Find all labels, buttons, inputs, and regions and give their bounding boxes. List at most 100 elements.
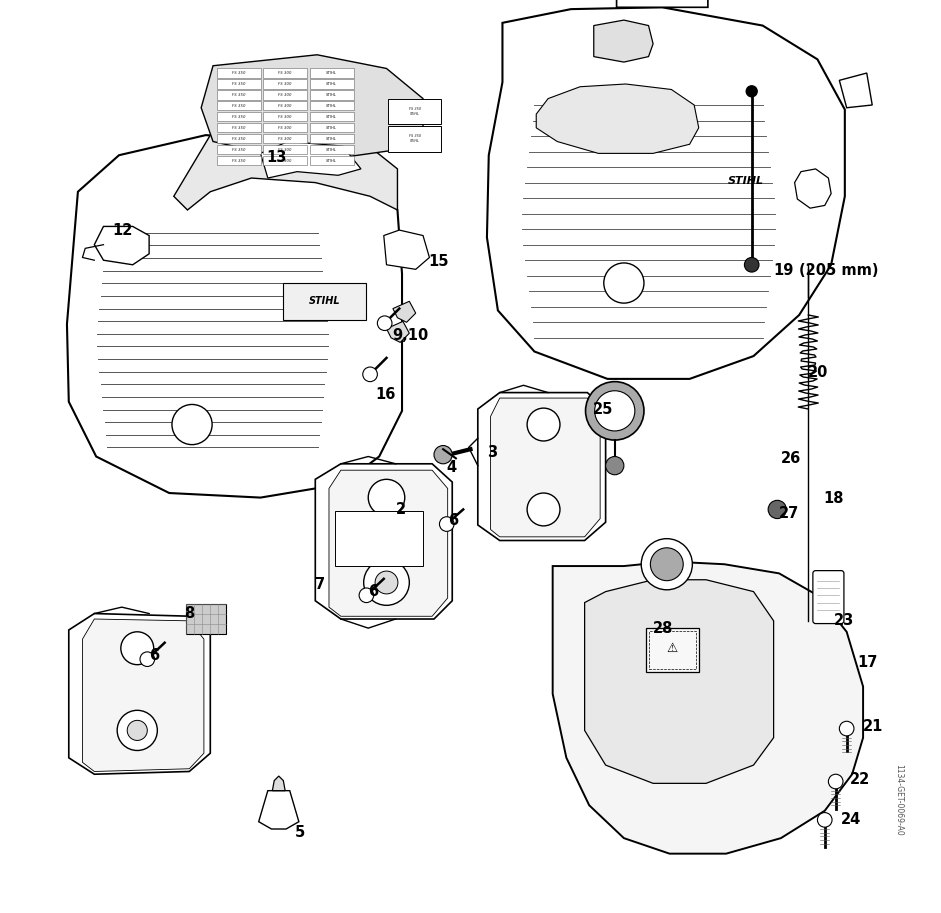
Text: FS 300: FS 300 <box>279 159 292 163</box>
Circle shape <box>118 710 157 750</box>
Circle shape <box>650 548 683 581</box>
Text: 19: 19 <box>774 263 794 278</box>
FancyBboxPatch shape <box>310 156 354 165</box>
Polygon shape <box>94 226 149 265</box>
Polygon shape <box>201 55 423 163</box>
FancyBboxPatch shape <box>263 112 307 121</box>
Text: 3: 3 <box>486 446 497 460</box>
Circle shape <box>609 460 620 471</box>
FancyBboxPatch shape <box>310 134 354 143</box>
Text: FS 350: FS 350 <box>231 104 246 108</box>
Polygon shape <box>387 321 409 342</box>
Text: 6: 6 <box>149 648 159 663</box>
Text: 16: 16 <box>375 387 396 402</box>
Text: 28: 28 <box>653 621 674 635</box>
Text: STIHL: STIHL <box>327 126 337 130</box>
Polygon shape <box>96 205 297 447</box>
Polygon shape <box>335 511 423 566</box>
FancyBboxPatch shape <box>389 126 441 152</box>
Text: 20: 20 <box>808 365 829 380</box>
Text: FS 350: FS 350 <box>231 82 246 86</box>
Polygon shape <box>384 230 429 269</box>
FancyBboxPatch shape <box>310 112 354 121</box>
Polygon shape <box>393 301 416 322</box>
Polygon shape <box>839 73 872 108</box>
Polygon shape <box>584 580 774 783</box>
FancyBboxPatch shape <box>263 90 307 100</box>
FancyBboxPatch shape <box>263 101 307 110</box>
Text: FS 350: FS 350 <box>231 115 246 119</box>
Polygon shape <box>594 20 653 62</box>
Polygon shape <box>83 619 204 771</box>
Text: 6: 6 <box>368 584 378 599</box>
Text: FS 350
STIHL: FS 350 STIHL <box>408 107 421 116</box>
Polygon shape <box>520 87 744 345</box>
Text: FS 350: FS 350 <box>231 148 246 152</box>
Circle shape <box>746 86 758 97</box>
Circle shape <box>527 408 560 441</box>
FancyBboxPatch shape <box>185 604 226 634</box>
Text: 26: 26 <box>781 451 801 466</box>
Polygon shape <box>329 470 448 616</box>
Polygon shape <box>259 791 299 829</box>
Circle shape <box>604 263 644 303</box>
Circle shape <box>127 720 148 740</box>
Polygon shape <box>486 7 845 379</box>
FancyBboxPatch shape <box>646 628 699 672</box>
FancyBboxPatch shape <box>310 101 354 110</box>
Text: 24: 24 <box>841 813 861 827</box>
Text: 7: 7 <box>315 577 326 592</box>
Circle shape <box>527 493 560 526</box>
Polygon shape <box>283 283 365 320</box>
Text: FS 350: FS 350 <box>231 71 246 75</box>
Polygon shape <box>478 393 606 540</box>
Text: STIHL: STIHL <box>327 93 337 97</box>
FancyBboxPatch shape <box>216 90 261 100</box>
FancyBboxPatch shape <box>310 90 354 100</box>
Polygon shape <box>490 398 600 537</box>
Circle shape <box>641 539 693 590</box>
Text: 21: 21 <box>863 719 884 734</box>
Circle shape <box>363 367 377 382</box>
Circle shape <box>172 404 212 445</box>
Circle shape <box>744 257 759 272</box>
Circle shape <box>359 588 374 603</box>
Text: FS 300: FS 300 <box>279 82 292 86</box>
Text: FS 300: FS 300 <box>279 71 292 75</box>
Circle shape <box>818 813 832 827</box>
Circle shape <box>606 456 624 475</box>
Text: FS 300: FS 300 <box>279 137 292 141</box>
Text: 18: 18 <box>823 491 843 506</box>
Circle shape <box>368 479 405 516</box>
FancyBboxPatch shape <box>310 79 354 89</box>
FancyBboxPatch shape <box>310 145 354 154</box>
Polygon shape <box>272 776 285 791</box>
FancyBboxPatch shape <box>216 123 261 132</box>
Polygon shape <box>67 135 402 498</box>
Circle shape <box>120 632 153 665</box>
FancyBboxPatch shape <box>216 79 261 89</box>
Text: 15: 15 <box>428 254 449 268</box>
FancyBboxPatch shape <box>389 99 441 124</box>
Circle shape <box>595 391 635 431</box>
FancyBboxPatch shape <box>263 134 307 143</box>
FancyBboxPatch shape <box>310 68 354 78</box>
Circle shape <box>439 517 455 531</box>
Text: STIHL: STIHL <box>309 297 341 306</box>
Text: STIHL: STIHL <box>327 159 337 163</box>
FancyBboxPatch shape <box>216 101 261 110</box>
Circle shape <box>377 316 392 331</box>
Text: 2: 2 <box>395 502 406 517</box>
Text: 22: 22 <box>851 772 870 787</box>
Text: STIHL: STIHL <box>327 104 337 108</box>
Text: STIHL: STIHL <box>327 137 337 141</box>
Text: 8: 8 <box>183 606 194 621</box>
FancyBboxPatch shape <box>310 123 354 132</box>
Circle shape <box>363 560 409 605</box>
Polygon shape <box>552 561 863 854</box>
Text: FS 300: FS 300 <box>279 126 292 130</box>
Text: ⚠: ⚠ <box>666 642 678 655</box>
Polygon shape <box>174 119 397 210</box>
Polygon shape <box>69 614 210 774</box>
Text: 6: 6 <box>449 513 458 528</box>
